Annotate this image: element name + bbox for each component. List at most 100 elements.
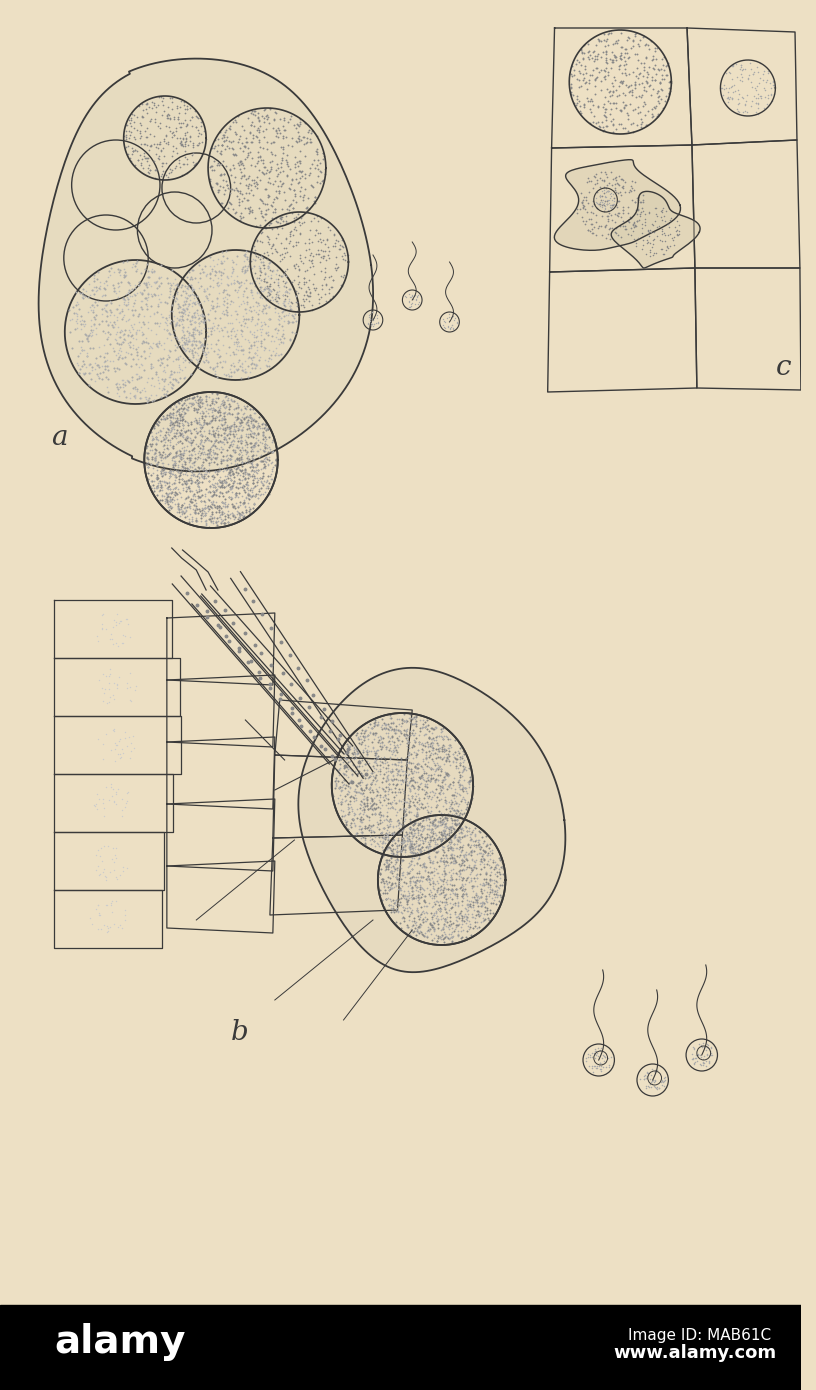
Point — [464, 870, 477, 892]
Point — [621, 120, 634, 142]
Point — [612, 204, 625, 227]
Point — [372, 796, 385, 819]
Point — [188, 459, 201, 481]
Point — [196, 400, 209, 423]
Point — [472, 894, 485, 916]
Point — [455, 890, 468, 912]
Point — [456, 866, 469, 888]
Point — [640, 1077, 653, 1099]
Point — [460, 920, 473, 942]
Point — [129, 128, 142, 150]
Point — [203, 356, 216, 378]
Point — [185, 267, 198, 289]
Point — [281, 285, 294, 307]
Point — [164, 430, 177, 452]
Point — [418, 890, 431, 912]
Point — [646, 44, 659, 67]
Point — [600, 106, 613, 128]
Point — [153, 132, 166, 154]
Point — [158, 474, 171, 496]
Point — [401, 744, 415, 766]
Point — [639, 208, 652, 231]
Point — [153, 371, 166, 393]
Point — [386, 781, 399, 803]
Point — [206, 441, 220, 463]
Point — [228, 441, 241, 463]
Point — [184, 455, 197, 477]
Point — [434, 781, 447, 803]
Point — [217, 131, 230, 153]
Point — [348, 748, 361, 770]
Point — [691, 1049, 704, 1072]
Point — [407, 913, 420, 935]
Point — [406, 866, 419, 888]
Point — [645, 106, 659, 128]
Point — [420, 926, 433, 948]
Point — [120, 781, 133, 803]
Point — [459, 858, 472, 880]
Point — [222, 363, 235, 385]
Point — [416, 877, 429, 899]
Point — [422, 787, 435, 809]
Point — [180, 282, 193, 304]
Point — [444, 869, 457, 891]
Point — [242, 482, 255, 505]
Point — [428, 805, 441, 827]
Point — [123, 689, 136, 712]
Point — [149, 158, 162, 181]
Point — [585, 47, 598, 70]
Point — [457, 769, 470, 791]
Point — [76, 350, 89, 373]
Point — [141, 450, 154, 473]
Point — [349, 774, 362, 796]
Point — [412, 838, 425, 860]
Point — [118, 721, 131, 744]
Point — [454, 813, 467, 835]
Point — [649, 1061, 662, 1083]
Point — [591, 181, 604, 203]
Point — [408, 842, 421, 865]
Point — [497, 863, 510, 885]
Point — [439, 739, 452, 762]
Point — [189, 153, 202, 175]
Point — [437, 812, 450, 834]
Point — [247, 423, 260, 445]
Point — [302, 285, 315, 307]
Point — [362, 806, 375, 828]
Point — [184, 427, 197, 449]
Point — [361, 724, 374, 746]
Point — [95, 677, 109, 699]
Point — [166, 310, 180, 332]
Point — [218, 179, 231, 202]
Point — [459, 777, 472, 799]
Point — [76, 286, 89, 309]
Point — [598, 60, 611, 82]
Point — [197, 310, 211, 332]
Point — [421, 805, 434, 827]
Point — [179, 356, 192, 378]
Point — [278, 242, 291, 264]
Point — [250, 399, 263, 421]
Point — [170, 325, 183, 348]
Point — [413, 869, 426, 891]
Point — [236, 115, 249, 138]
Point — [245, 334, 258, 356]
Point — [696, 1033, 709, 1055]
Point — [230, 471, 243, 493]
Point — [660, 235, 673, 257]
Point — [266, 260, 279, 282]
Point — [293, 171, 306, 193]
Point — [215, 153, 228, 175]
Point — [298, 267, 311, 289]
Point — [415, 771, 428, 794]
Point — [157, 441, 170, 463]
Point — [198, 498, 211, 520]
Point — [251, 165, 264, 188]
Point — [457, 759, 470, 781]
Point — [377, 777, 390, 799]
Point — [399, 840, 412, 862]
Point — [277, 136, 290, 158]
Point — [749, 86, 762, 108]
Point — [441, 817, 455, 840]
Point — [227, 505, 240, 527]
